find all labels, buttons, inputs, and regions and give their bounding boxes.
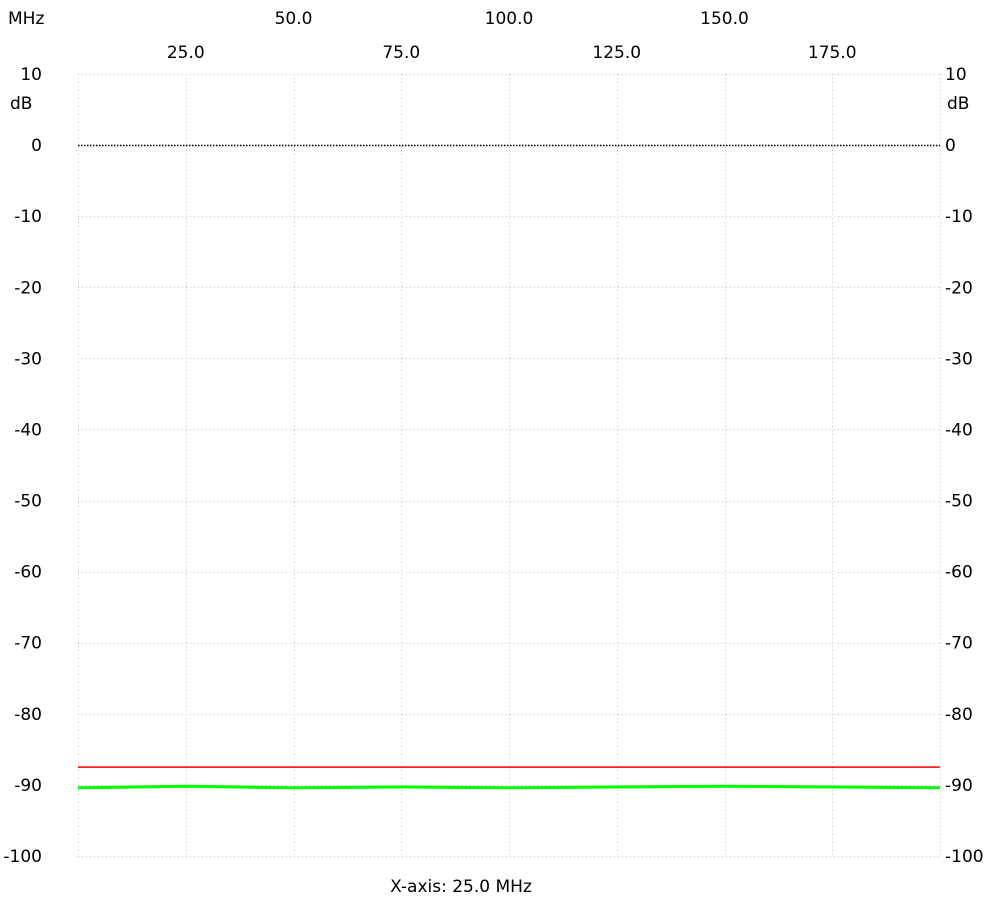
x-tick-label-top: 50.0 xyxy=(275,9,313,29)
y-tick-label-left: -60 xyxy=(14,563,42,583)
y-tick-label-left: -90 xyxy=(14,776,42,796)
tick-labels: 10 10 0 0 -10 -10 -20 -20 -30 -30 -40 -40 -50 -50 -60 -… xyxy=(3,9,983,867)
y-tick-label-right: -50 xyxy=(945,492,973,512)
y-tick-label-left: 0 xyxy=(31,136,42,156)
y-tick-label-right: 10 xyxy=(945,65,967,85)
x-tick-label-bottom: 175.0 xyxy=(808,43,857,63)
y-tick-label-right: -10 xyxy=(945,207,973,227)
x-tick-label-top: 150.0 xyxy=(700,9,749,29)
y-tick-label-right: 0 xyxy=(945,136,956,156)
y-tick-label-left: -20 xyxy=(14,278,42,298)
x-tick-label-top: 100.0 xyxy=(485,9,534,29)
y-tick-label-left: -70 xyxy=(14,634,42,654)
y-unit-label-left: dB xyxy=(10,94,32,114)
y-tick-label-right: -40 xyxy=(945,420,973,440)
y-tick-label-right: -80 xyxy=(945,705,973,725)
y-tick-label-right: -20 xyxy=(945,278,973,298)
y-tick-label-left: -10 xyxy=(14,207,42,227)
grid xyxy=(78,74,941,857)
x-tick-label-bottom: 75.0 xyxy=(382,43,420,63)
y-tick-label-left: -40 xyxy=(14,420,42,440)
y-tick-label-left: 10 xyxy=(20,65,42,85)
series-group xyxy=(77,766,941,790)
y-tick-label-right: -90 xyxy=(945,776,973,796)
y-unit-label-right: dB xyxy=(947,94,969,114)
y-tick-label-right: -60 xyxy=(945,563,973,583)
x-axis-caption: X-axis: 25.0 MHz xyxy=(390,877,532,897)
series-line-2 xyxy=(77,784,941,790)
y-tick-label-right: -70 xyxy=(945,634,973,654)
y-tick-label-left: -50 xyxy=(14,492,42,512)
y-tick-label-left: -30 xyxy=(14,349,42,369)
y-tick-label-right: -30 xyxy=(945,349,973,369)
y-tick-label-left: -80 xyxy=(14,705,42,725)
y-tick-label-right: -100 xyxy=(945,847,984,867)
x-unit-label: MHz xyxy=(8,9,44,29)
x-tick-label-bottom: 25.0 xyxy=(167,43,205,63)
x-tick-label-bottom: 125.0 xyxy=(592,43,641,63)
y-tick-label-left: -100 xyxy=(3,847,42,867)
